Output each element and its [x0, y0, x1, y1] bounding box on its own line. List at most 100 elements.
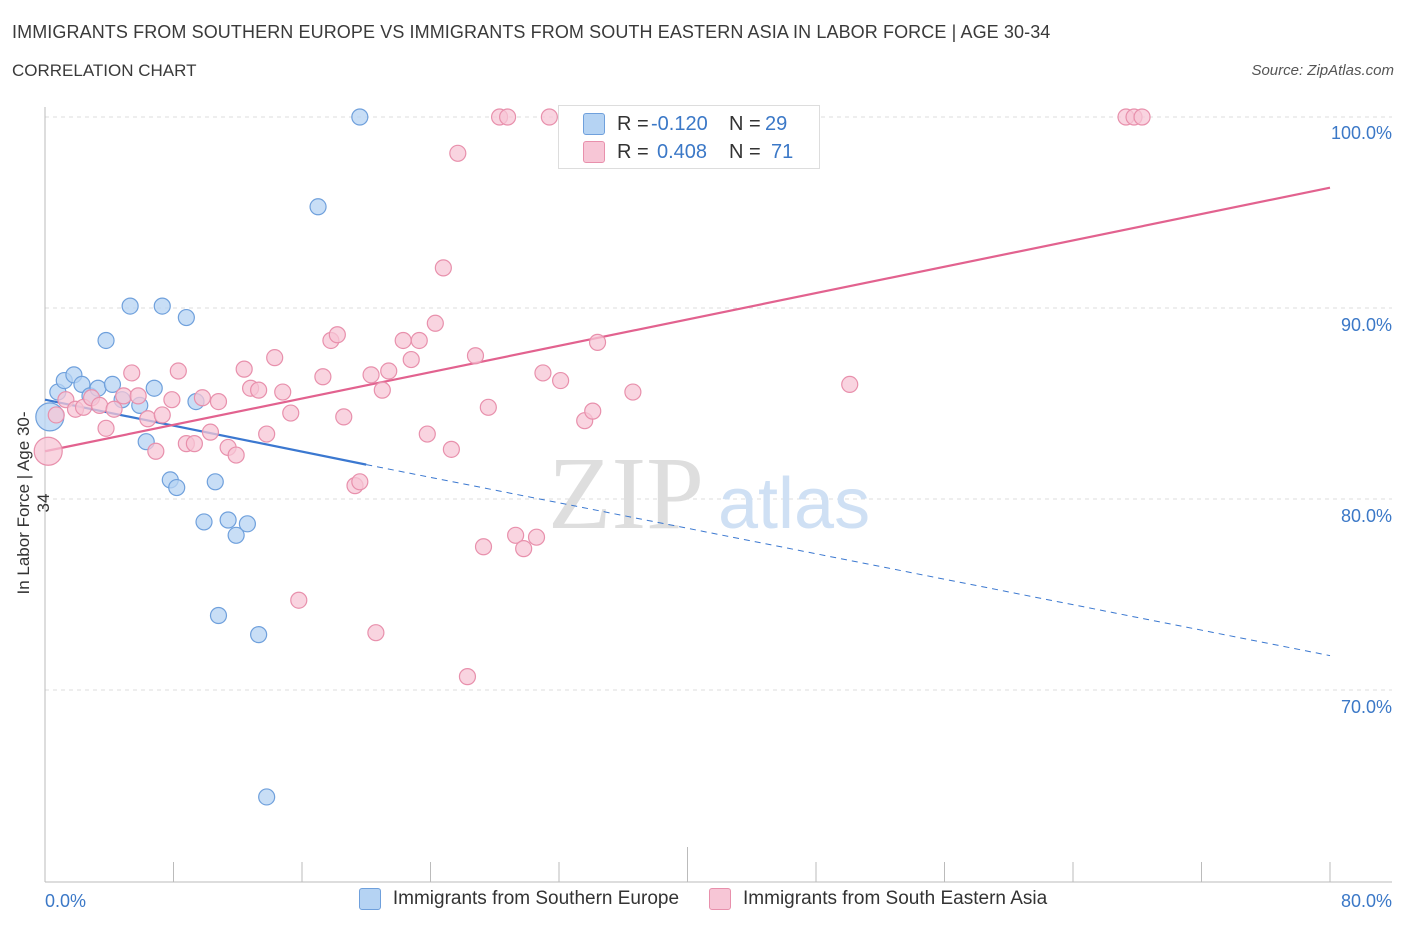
pink-point	[534, 364, 552, 382]
pink-point	[129, 387, 147, 405]
n-label: N =	[729, 112, 761, 135]
r-value-blue: -0.120	[651, 112, 708, 135]
pink-point	[274, 383, 292, 401]
y-tick-100: 100.0%	[1330, 123, 1392, 143]
pink-point	[458, 668, 477, 686]
pink-point	[115, 387, 133, 405]
blue-point	[258, 788, 276, 806]
pink-point	[552, 371, 570, 390]
pink-point	[367, 624, 385, 642]
pink-point	[410, 331, 428, 350]
pink-point	[584, 402, 602, 420]
pink-point	[466, 347, 485, 365]
y-tick-90: 90.0%	[1340, 315, 1392, 335]
chart-subtitle: CORRELATION CHART	[12, 61, 197, 80]
pink-point	[442, 440, 460, 458]
series-legend-blue-label: Immigrants from Southern Europe	[392, 888, 680, 909]
pink-point	[373, 381, 391, 399]
pink-point	[282, 404, 300, 422]
watermark-zip: ZIP	[548, 436, 704, 551]
blue-point	[195, 513, 213, 531]
n-label: N =	[729, 140, 761, 163]
chart-title: IMMIGRANTS FROM SOUTHERN EUROPE VS IMMIG…	[12, 22, 1051, 42]
pink-point	[97, 419, 115, 437]
pink-point	[47, 406, 65, 424]
y-tick-70: 70.0%	[1340, 697, 1392, 717]
n-value-blue: 29	[765, 112, 788, 135]
pink-point	[266, 349, 284, 367]
x-tick-min: 0.0%	[45, 891, 87, 911]
pink-point	[139, 410, 157, 428]
pink-point	[163, 391, 181, 409]
pink-point	[209, 392, 228, 411]
pink-point	[434, 259, 452, 277]
trend-lines	[44, 186, 1331, 657]
pink-point	[426, 314, 444, 332]
pink-point	[227, 446, 245, 464]
pink-point	[123, 364, 141, 382]
pink-trend-line	[44, 186, 1331, 453]
blue-point	[153, 297, 171, 315]
blue-point	[121, 297, 139, 315]
series-legend-pink-label: Immigrants from South Eastern Asia	[743, 888, 1048, 909]
legend-row-blue: R = -0.120 N = 29	[583, 111, 787, 137]
pink-point	[540, 108, 558, 126]
blue-swatch	[358, 888, 381, 910]
blue-point	[145, 379, 163, 397]
r-label: R =	[617, 140, 649, 163]
pink-point	[474, 538, 493, 556]
blue-point	[103, 375, 122, 393]
pink-point	[402, 350, 420, 369]
r-value-pink: 0.408	[657, 140, 708, 163]
pink-point	[588, 333, 607, 351]
pink-point	[624, 383, 642, 401]
pink-point	[1133, 108, 1151, 126]
pink-point	[91, 396, 109, 415]
pink-point	[335, 408, 353, 426]
watermark-atlas: atlas	[718, 464, 870, 544]
pink-point	[362, 366, 380, 384]
pink-point	[201, 423, 220, 441]
correlation-legend: R = -0.120 N = 29 R = 0.408 N = 71	[558, 105, 820, 169]
blue-point	[206, 473, 224, 491]
data-points	[33, 108, 1151, 806]
axes	[44, 107, 1392, 883]
grid-lines	[45, 116, 1392, 691]
r-label: R =	[617, 112, 649, 135]
pink-point	[169, 362, 187, 380]
pink-point	[33, 436, 63, 466]
pink-point	[258, 425, 276, 443]
blue-point	[177, 308, 195, 327]
series-legend-blue: Immigrants from Southern Europe	[358, 888, 680, 910]
pink-swatch	[583, 141, 605, 163]
pink-point	[105, 400, 123, 418]
pink-point	[185, 435, 203, 453]
pink-point	[479, 398, 497, 416]
pink-point	[507, 526, 525, 544]
blue-point	[227, 526, 245, 544]
x-tick-max: 80.0%	[1340, 891, 1392, 911]
y-tick-80: 80.0%	[1340, 506, 1392, 526]
blue-point	[97, 331, 115, 350]
pink-point	[841, 375, 859, 393]
n-value-pink: 71	[771, 140, 794, 163]
pink-point	[351, 473, 369, 491]
blue-trend-extension	[366, 464, 1331, 657]
blue-point	[250, 626, 268, 644]
blue-swatch	[583, 113, 605, 135]
legend-row-pink: R = 0.408 N = 71	[583, 139, 793, 165]
source-label: Source: ZipAtlas.com	[1251, 62, 1394, 79]
series-legend-pink: Immigrants from South Eastern Asia	[709, 888, 1047, 910]
watermark: ZIP atlas	[548, 436, 870, 551]
y-axis-label: In Labor Force | Age 30-34	[14, 411, 53, 595]
pink-point	[290, 591, 308, 609]
pink-point	[449, 144, 467, 162]
blue-point	[168, 478, 186, 497]
pink-point	[328, 326, 346, 344]
pink-point	[499, 108, 517, 126]
pink-point	[394, 331, 412, 350]
pink-point	[250, 381, 268, 399]
series-legend: Immigrants from Southern Europe Immigran…	[0, 888, 1406, 910]
pink-point	[314, 368, 332, 386]
